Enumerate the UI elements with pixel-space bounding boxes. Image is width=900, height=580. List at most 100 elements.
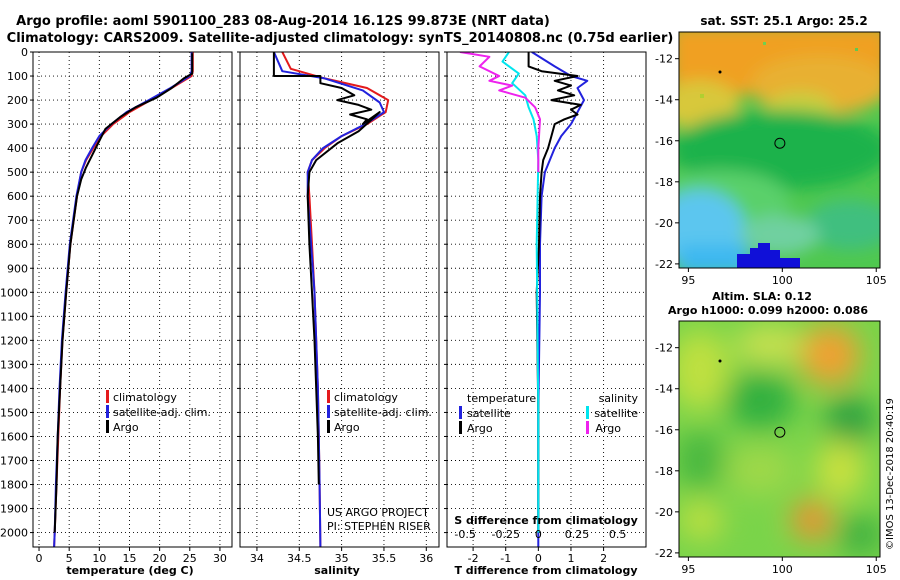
salinity-legend: climatology satellite-adj. clim. Argo xyxy=(327,390,432,434)
series-line-s-argo xyxy=(459,52,541,173)
y-tick-label: 1900 xyxy=(0,503,28,516)
x-tick-label: 35.5 xyxy=(372,552,397,565)
legend-swatch-t-satellite xyxy=(459,406,462,419)
series-line-satellite-adj-clim- xyxy=(272,52,385,547)
s-tick-label: 0.5 xyxy=(609,528,627,541)
y-tick-label: 0 xyxy=(21,46,28,59)
map-y-tick-label: -16 xyxy=(655,135,673,148)
x-tick-label: 0 xyxy=(36,552,43,565)
s-tick-label: -0.5 xyxy=(454,528,475,541)
y-tick-label: 1300 xyxy=(0,358,28,371)
y-tick-label: 200 xyxy=(7,94,28,107)
series-line-climatology xyxy=(53,52,194,547)
legend-swatch-satellite xyxy=(106,405,109,418)
map-y-tick-label: -18 xyxy=(655,465,673,478)
map-x-tick-label: 100 xyxy=(772,563,793,576)
legend-swatch-climatology xyxy=(327,390,330,403)
sla-map-subtitle: Argo h1000: 0.099 h2000: 0.086 xyxy=(668,304,868,317)
difference-xlabel-t: T difference from climatology xyxy=(454,564,637,577)
y-tick-label: 1000 xyxy=(0,286,28,299)
legend-label-s-argo: Argo xyxy=(595,422,621,435)
series-line-satellite-adj-clim- xyxy=(53,52,193,547)
y-tick-label: 400 xyxy=(7,142,28,155)
salinity-panel: 34 34.5 35 35.5 36 salinity climatology sate… xyxy=(237,51,440,577)
y-tick-label: 500 xyxy=(7,166,28,179)
legend-label-t-satellite: satellite xyxy=(467,407,511,420)
argo-position-marker xyxy=(774,426,786,438)
legend-swatch-s-argo xyxy=(586,421,589,434)
sla-field xyxy=(679,321,880,557)
sla-map-title: Altim. SLA: 0.12 xyxy=(712,290,812,303)
map-y-tick-label: -22 xyxy=(655,258,673,271)
legend-swatch-climatology xyxy=(106,390,109,403)
x-tick-label: 34.5 xyxy=(287,552,312,565)
y-tick-label: 1800 xyxy=(0,479,28,492)
x-tick-label: 35 xyxy=(335,552,349,565)
s-tick-label: 0.25 xyxy=(565,528,590,541)
difference-lines xyxy=(459,52,589,547)
sst-map: sat. SST: 25.1 Argo: 25.2 95 xyxy=(655,14,887,287)
x-tick-label: 30 xyxy=(213,552,227,565)
sla-map-axes: 95 100 105 -12 -14 -16 -18 -20 -22 xyxy=(655,342,887,576)
map-y-tick-label: -14 xyxy=(655,383,673,396)
argo-position-marker xyxy=(774,137,786,149)
s-tick-label: -0.25 xyxy=(491,528,519,541)
y-tick-label: 1600 xyxy=(0,430,28,443)
y-tick-label: 2000 xyxy=(0,527,28,540)
map-y-tick-label: -12 xyxy=(655,53,673,66)
series-line-t-satellite xyxy=(531,52,589,547)
legend-label-climatology: climatology xyxy=(334,391,398,404)
y-tick-label: 1400 xyxy=(0,382,28,395)
legend-swatch-argo xyxy=(327,420,330,433)
s-tick-label: 0 xyxy=(535,528,542,541)
map-x-tick-label: 100 xyxy=(772,274,793,287)
salinity-x-axis: 34 34.5 35 35.5 36 xyxy=(250,547,433,565)
temperature-x-axis: 0 5 10 15 20 25 30 xyxy=(36,547,227,565)
x-tick-label: 10 xyxy=(92,552,106,565)
map-y-tick-label: -16 xyxy=(655,424,673,437)
sst-map-title: sat. SST: 25.1 Argo: 25.2 xyxy=(700,14,867,28)
legend-swatch-s-satellite xyxy=(586,406,589,419)
x-tick-label: 2 xyxy=(600,552,607,565)
x-tick-label: 36 xyxy=(419,552,433,565)
difference-s-axis: -0.5 -0.25 0 0.25 0.5 xyxy=(454,528,626,541)
x-tick-label: 1 xyxy=(567,552,574,565)
sst-field xyxy=(679,32,880,268)
sst-map-axes: 95 100 105 -12 -14 -16 -18 -20 -22 xyxy=(655,53,887,287)
y-tick-label: 800 xyxy=(7,238,28,251)
difference-frame xyxy=(446,51,647,548)
map-y-tick-label: -14 xyxy=(655,94,673,107)
map-y-tick-label: -22 xyxy=(655,547,673,560)
x-tick-label: 34 xyxy=(250,552,264,565)
difference-x-axis: -2 -1 0 1 2 xyxy=(468,547,607,565)
legend-label-climatology: climatology xyxy=(113,391,177,404)
footer-credit: ©IMOS 13-Dec-2018 20:40:19 xyxy=(885,398,896,550)
legend-swatch-satellite xyxy=(327,405,330,418)
x-tick-label: -2 xyxy=(468,552,479,565)
map-y-tick-label: -20 xyxy=(655,506,673,519)
legend-label-satellite: satellite-adj. clim. xyxy=(113,406,211,419)
map-y-tick-label: -20 xyxy=(655,217,673,230)
map-y-tick-label: -12 xyxy=(655,342,673,355)
legend-label-t-argo: Argo xyxy=(467,422,493,435)
series-line-s-satellite xyxy=(501,52,540,533)
x-tick-label: 20 xyxy=(153,552,167,565)
x-tick-label: 25 xyxy=(183,552,197,565)
x-tick-label: 5 xyxy=(66,552,73,565)
figure-title-line1: Argo profile: aoml 5901100_283 08-Aug-20… xyxy=(16,14,550,29)
series-line-climatology xyxy=(281,52,390,547)
salinity-lines xyxy=(272,52,390,547)
temperature-xlabel: temperature (deg C) xyxy=(66,564,193,577)
y-tick-label: 1500 xyxy=(0,406,28,419)
difference-legend: temperature satellite Argo salinity sate… xyxy=(459,392,638,435)
legend-swatch-argo xyxy=(106,420,109,433)
difference-grid xyxy=(444,51,646,547)
map-x-tick-label: 105 xyxy=(866,274,887,287)
y-tick-label: 700 xyxy=(7,214,28,227)
map-x-tick-label: 95 xyxy=(681,274,695,287)
salinity-grid xyxy=(237,51,439,547)
map-x-tick-label: 105 xyxy=(866,563,887,576)
credit-pi: PI: STEPHEN RISER xyxy=(327,520,431,533)
depth-axis: 0 100 200 300 400 500 600 700 800 900 1000 1100 1200… xyxy=(0,46,28,540)
temperature-lines xyxy=(53,52,194,547)
